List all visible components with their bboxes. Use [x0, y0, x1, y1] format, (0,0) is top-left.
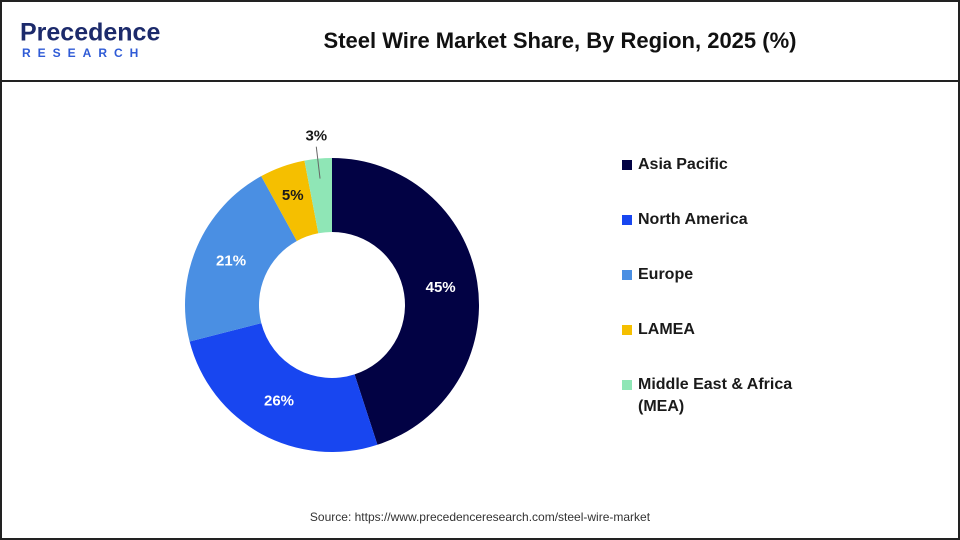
logo: Precedence: [20, 19, 160, 47]
donut-slice: [261, 160, 319, 242]
chart-title: Steel Wire Market Share, By Region, 2025…: [324, 28, 797, 53]
legend-item: North America: [622, 209, 822, 231]
legend-label: LAMEA: [638, 321, 695, 338]
legend-swatch: [622, 380, 632, 390]
legend-item: Asia Pacific: [622, 154, 822, 176]
source: Source: https://www.precedenceresearch.c…: [310, 510, 651, 524]
legend-swatch: [622, 270, 632, 280]
donut-slice: [189, 323, 378, 453]
data-label: 21%: [216, 252, 246, 269]
logo-sub: RESEARCH: [22, 46, 145, 60]
legend-swatch: [622, 215, 632, 225]
data-label: 26%: [264, 392, 294, 409]
data-label: 5%: [282, 187, 304, 204]
leader-line: [315, 146, 321, 179]
legend-label: Middle East & Africa (MEA): [638, 376, 793, 415]
legend-item: Middle East & Africa (MEA): [622, 374, 822, 418]
donut-slice: [185, 176, 297, 342]
legend-swatch: [622, 325, 632, 335]
legend-item: Europe: [622, 264, 822, 286]
data-label: 3%: [305, 128, 327, 145]
donut-slice: [332, 158, 479, 445]
legend-label: Asia Pacific: [638, 156, 728, 173]
legend-item: LAMEA: [622, 319, 822, 341]
legend-swatch: [622, 160, 632, 170]
data-label: 45%: [426, 279, 456, 296]
legend-label: Europe: [638, 266, 694, 283]
donut-slice: [304, 158, 332, 234]
legend-label: North America: [638, 211, 748, 228]
